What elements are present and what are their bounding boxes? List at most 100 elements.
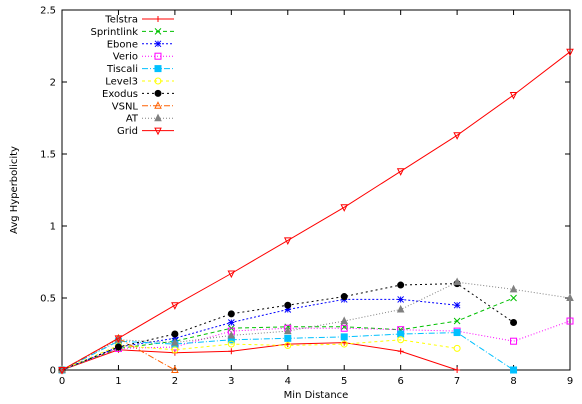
axis-ticks: 0 1 2 3 4 5 6 7 8 9 0 0.5 1 1.5 2 2.5 xyxy=(40,6,573,388)
legend-label: Sprintlink xyxy=(90,27,138,38)
y-tick-label: 1 xyxy=(50,222,56,233)
legend-item-sprintlink: Sprintlink xyxy=(90,27,174,38)
x-tick-label: 9 xyxy=(567,376,573,387)
data-point-ebone xyxy=(227,319,235,326)
data-point-at xyxy=(453,277,461,286)
legend-marker xyxy=(154,113,162,122)
data-point-tiscali xyxy=(453,329,461,337)
legend-marker xyxy=(154,89,162,97)
data-point-tiscali xyxy=(284,334,292,342)
data-point-tiscali xyxy=(510,366,518,374)
data-point-grid xyxy=(509,91,518,100)
legend-label: Level3 xyxy=(105,77,138,88)
data-point-grid xyxy=(340,204,349,212)
legend-marker xyxy=(155,16,161,22)
data-point-verio xyxy=(340,324,348,332)
data-point-at xyxy=(396,304,405,313)
data-point-exodus xyxy=(340,293,348,301)
legend-marker xyxy=(154,127,162,136)
data-point-exodus xyxy=(284,301,292,309)
legend-item-tiscali: Tiscali xyxy=(106,64,174,75)
legend-item-ebone: Ebone xyxy=(107,39,174,50)
data-point-level3 xyxy=(397,336,405,344)
data-point-grid xyxy=(283,237,292,246)
y-tick-label: 0.5 xyxy=(40,294,56,305)
data-point-at xyxy=(171,338,179,346)
series-layer xyxy=(58,48,574,375)
data-point-verio xyxy=(566,317,574,325)
data-point-at xyxy=(283,326,292,335)
data-point-level3 xyxy=(171,346,179,354)
data-point-level3 xyxy=(340,340,348,348)
data-point-grid xyxy=(171,302,179,310)
legend-label: Grid xyxy=(117,126,138,137)
data-point-exodus xyxy=(114,343,122,351)
data-point-exodus xyxy=(510,318,518,326)
x-tick-label: 5 xyxy=(341,376,347,387)
series-line-ebone xyxy=(61,298,458,371)
legend-label: Tiscali xyxy=(106,64,138,75)
y-tick-label: 2 xyxy=(50,78,56,89)
x-tick-label: 0 xyxy=(59,376,65,387)
x-tick-label: 4 xyxy=(285,376,291,387)
legend-marker xyxy=(154,101,162,109)
data-point-telstra xyxy=(397,348,404,355)
series-line-grid xyxy=(61,51,571,371)
data-point-at xyxy=(340,316,349,325)
data-point-grid xyxy=(227,270,236,279)
data-point-exodus xyxy=(171,330,179,338)
data-point-telstra xyxy=(454,367,461,373)
data-point-at xyxy=(566,293,574,301)
legend-label: VSNL xyxy=(112,101,139,112)
data-point-tiscali xyxy=(340,333,348,341)
x-tick-label: 2 xyxy=(172,376,178,387)
x-tick-label: 3 xyxy=(228,376,234,387)
x-tick-label: 1 xyxy=(115,376,121,387)
series-line-at xyxy=(61,281,571,371)
legend-item-telstra: Telstra xyxy=(104,15,174,26)
legend-label: Verio xyxy=(113,52,138,63)
data-point-level3 xyxy=(453,344,461,352)
data-point-ebone xyxy=(397,296,405,303)
x-axis-title: Min Distance xyxy=(284,390,349,401)
data-point-level3 xyxy=(284,342,292,350)
legend-label: Ebone xyxy=(107,39,138,50)
y-axis-title: Avg Hyperbolicity xyxy=(9,146,20,234)
data-point-exodus xyxy=(397,281,405,289)
legend-marker xyxy=(154,28,162,35)
data-point-verio xyxy=(510,337,518,345)
data-point-at xyxy=(227,330,236,339)
legend-label: Exodus xyxy=(102,89,138,100)
data-point-sprintlink xyxy=(510,294,517,302)
data-point-grid xyxy=(566,48,574,57)
y-tick-label: 2.5 xyxy=(40,6,56,17)
series-line-telstra xyxy=(61,342,458,371)
legend-label: AT xyxy=(126,114,139,125)
y-tick-label: 0 xyxy=(50,366,56,377)
data-point-ebone xyxy=(284,306,292,313)
x-tick-label: 6 xyxy=(397,376,403,387)
x-tick-label: 7 xyxy=(454,376,460,387)
data-point-grid xyxy=(114,335,123,343)
data-point-vsnl xyxy=(171,365,179,373)
legend-item-exodus: Exodus xyxy=(102,89,174,100)
legend-item-grid: Grid xyxy=(117,126,174,137)
legend-marker xyxy=(154,65,162,73)
legend-marker xyxy=(154,77,162,85)
data-point-exodus xyxy=(227,310,235,318)
data-point-level3 xyxy=(227,340,235,348)
data-point-at xyxy=(509,284,518,293)
data-point-grid xyxy=(453,132,461,140)
series-at xyxy=(58,277,574,373)
legend-marker xyxy=(154,40,162,48)
legend-item-vsnl: VSNL xyxy=(112,101,174,112)
data-point-grid xyxy=(396,168,405,176)
data-point-grid xyxy=(58,367,66,375)
data-point-ebone xyxy=(453,301,461,309)
legend-label: Telstra xyxy=(104,15,138,26)
data-point-telstra xyxy=(228,348,235,355)
legend-item-at: AT xyxy=(126,113,174,125)
x-tick-label: 8 xyxy=(510,376,516,387)
